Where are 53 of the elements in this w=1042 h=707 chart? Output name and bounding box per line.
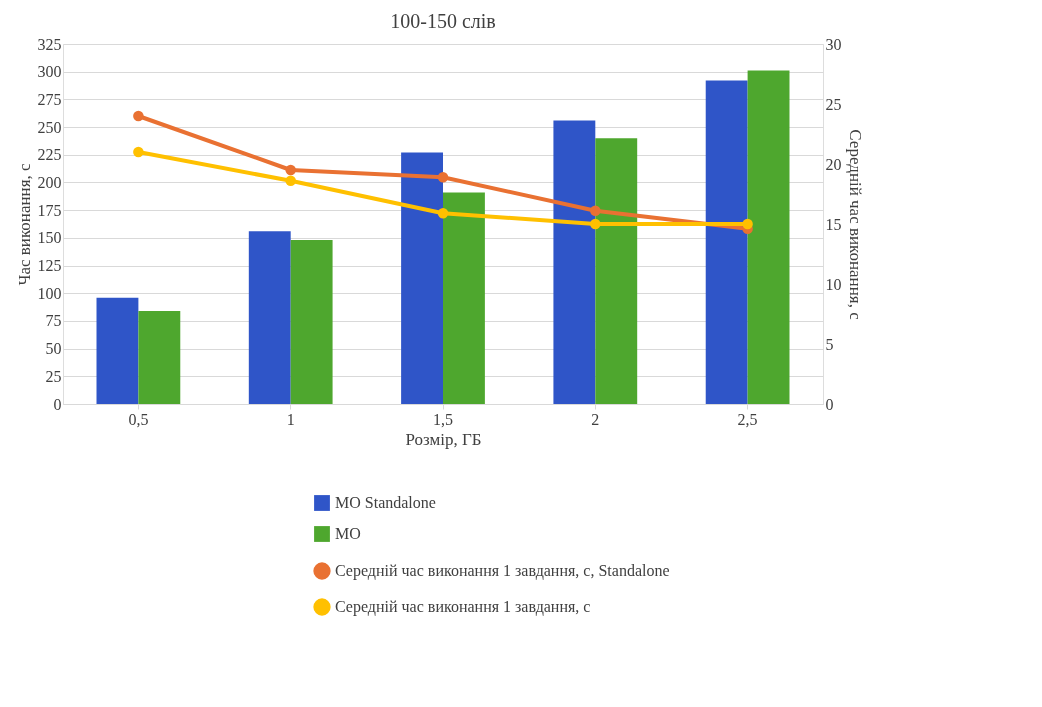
bar: [96, 297, 139, 404]
y2-axis-title: Середній час виконання, с: [845, 129, 865, 321]
x-tick-label: 2,5: [737, 410, 758, 428]
y2-tick-label: 15: [825, 215, 842, 233]
legend-label: Середній час виконання 1 завдання, с: [335, 598, 591, 616]
x-tick-label: 0,5: [128, 410, 149, 428]
point: [437, 207, 449, 219]
y-tick-label: 175: [37, 201, 62, 219]
bar: [290, 240, 333, 404]
bar: [747, 70, 790, 404]
point: [133, 146, 144, 158]
point: [437, 171, 449, 183]
y-tick-label: 25: [45, 367, 62, 385]
y-tick-label: 300: [37, 63, 62, 81]
y2-tick-label: 10: [825, 275, 842, 293]
y-tick-label: 250: [37, 118, 62, 136]
y2-tick-label: 5: [825, 335, 834, 353]
y-axis-title: Час виконання, с: [14, 163, 34, 286]
y-tick-label: 75: [45, 312, 62, 330]
y-tick-label: 0: [53, 395, 62, 413]
bar: [595, 138, 638, 404]
bar: [553, 120, 596, 404]
point: [285, 164, 296, 176]
y2-tick-label: 0: [825, 395, 834, 413]
bar: [248, 231, 291, 404]
point: [133, 110, 144, 122]
y2-tick-label: 30: [825, 35, 842, 53]
y-tick-label: 100: [37, 284, 62, 302]
y-tick-label: 275: [37, 90, 62, 108]
y-tick-label: 225: [37, 146, 62, 164]
bar: [138, 310, 181, 404]
bar: [705, 80, 748, 404]
point: [590, 218, 601, 230]
y-tick-label: 200: [37, 173, 62, 191]
point: [742, 218, 753, 230]
x-tick-label: 1,5: [433, 410, 453, 428]
legend-label: Середній час виконання 1 завдання, с, Standalone: [335, 562, 670, 580]
point: [285, 175, 296, 187]
legend-label: MO Standalone: [335, 494, 436, 511]
y-tick-label: 125: [37, 257, 62, 275]
point: [590, 205, 601, 217]
y2-tick-label: 20: [825, 155, 842, 173]
y2-tick-label: 25: [825, 95, 842, 113]
legend-label: MO: [335, 525, 361, 542]
bar: [401, 152, 443, 404]
x-tick-label: 2: [591, 410, 600, 428]
x-tick-label: 1: [286, 410, 295, 428]
y-tick-label: 50: [45, 340, 62, 358]
bar: [443, 192, 485, 404]
x-axis-title: Розмір, ГБ: [405, 429, 482, 449]
y-tick-label: 325: [37, 35, 62, 53]
y-tick-label: 150: [37, 229, 62, 247]
chart-title: 100-150 слів: [390, 10, 496, 32]
